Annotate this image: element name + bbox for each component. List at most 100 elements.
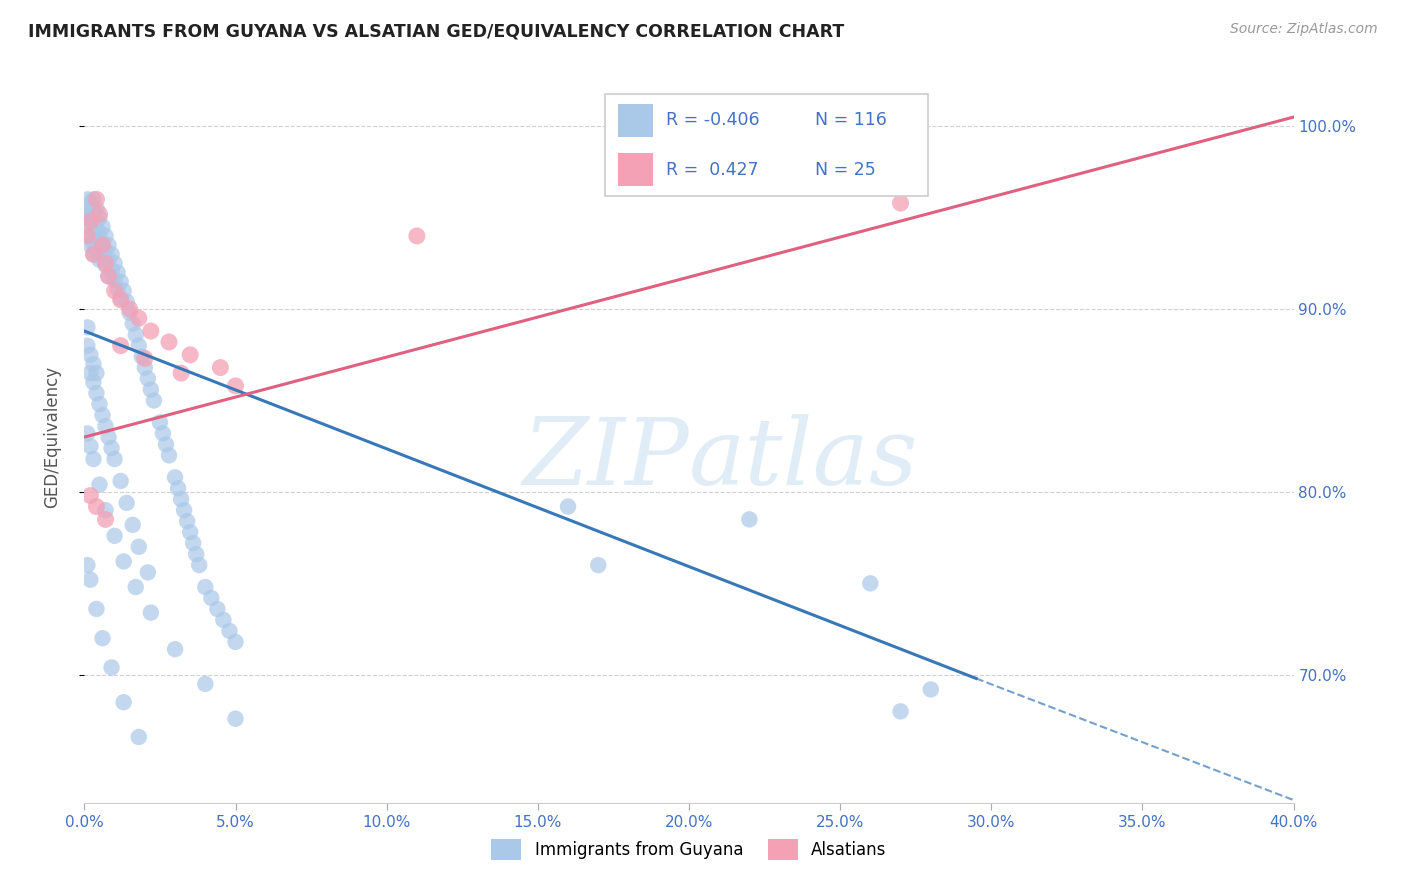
Point — [86, 366, 108, 380]
Point — [212, 613, 235, 627]
Point — [152, 426, 174, 441]
Point — [194, 580, 217, 594]
Point — [86, 386, 108, 401]
Point — [128, 730, 150, 744]
Point — [82, 247, 104, 261]
Point — [115, 294, 138, 309]
Point — [118, 306, 141, 320]
Point — [100, 247, 122, 261]
Point — [76, 228, 98, 243]
Point — [207, 602, 229, 616]
Point — [136, 371, 159, 385]
Point — [97, 269, 120, 284]
Point — [139, 383, 162, 397]
Text: ZIP: ZIP — [522, 414, 689, 504]
Point — [89, 477, 111, 491]
Point — [91, 236, 114, 251]
Point — [121, 517, 143, 532]
Point — [890, 704, 912, 718]
Text: R = -0.406: R = -0.406 — [666, 112, 759, 129]
Point — [86, 202, 108, 216]
Point — [225, 712, 247, 726]
Point — [115, 496, 138, 510]
Text: N = 25: N = 25 — [815, 161, 876, 178]
Point — [155, 437, 177, 451]
Point — [94, 256, 117, 270]
Point — [94, 258, 117, 272]
Point — [89, 238, 111, 252]
Point — [79, 439, 101, 453]
Point — [82, 375, 104, 389]
Point — [121, 317, 143, 331]
Point — [91, 631, 114, 645]
Point — [82, 192, 104, 206]
Point — [738, 512, 761, 526]
Point — [188, 558, 211, 573]
Point — [110, 338, 132, 352]
Point — [89, 252, 111, 267]
Point — [94, 512, 117, 526]
Point — [110, 474, 132, 488]
Point — [134, 360, 156, 375]
Point — [104, 273, 127, 287]
Point — [859, 576, 882, 591]
Point — [225, 379, 247, 393]
Point — [149, 416, 172, 430]
Point — [170, 366, 193, 380]
Point — [79, 228, 101, 243]
Text: Source: ZipAtlas.com: Source: ZipAtlas.com — [1230, 22, 1378, 37]
Point — [86, 602, 108, 616]
Y-axis label: GED/Equivalency: GED/Equivalency — [42, 366, 60, 508]
Point — [91, 219, 114, 234]
Point — [181, 536, 204, 550]
Point — [142, 393, 165, 408]
Point — [165, 470, 187, 484]
Point — [86, 244, 108, 258]
Point — [209, 360, 232, 375]
Point — [128, 311, 150, 326]
Text: atlas: atlas — [689, 414, 918, 504]
Point — [104, 452, 127, 467]
Point — [406, 228, 429, 243]
Point — [110, 291, 132, 305]
Point — [82, 247, 104, 261]
Point — [86, 192, 108, 206]
Point — [76, 338, 98, 352]
Point — [134, 351, 156, 366]
Point — [167, 481, 190, 495]
Point — [97, 269, 120, 284]
Point — [179, 348, 201, 362]
Point — [125, 580, 148, 594]
Point — [136, 566, 159, 580]
Point — [86, 228, 108, 243]
Point — [82, 357, 104, 371]
Point — [112, 554, 135, 568]
Point — [128, 338, 150, 352]
Point — [225, 635, 247, 649]
Point — [79, 219, 101, 234]
Point — [557, 500, 579, 514]
Point — [100, 263, 122, 277]
Point — [157, 334, 180, 349]
Point — [79, 196, 101, 211]
Legend: Immigrants from Guyana, Alsatians: Immigrants from Guyana, Alsatians — [491, 838, 887, 860]
Point — [91, 408, 114, 422]
Point — [100, 441, 122, 455]
Point — [107, 282, 129, 296]
Point — [89, 211, 111, 225]
Point — [79, 489, 101, 503]
Point — [82, 236, 104, 251]
Point — [91, 251, 114, 265]
Point — [107, 265, 129, 279]
Point — [79, 348, 101, 362]
Text: N = 116: N = 116 — [815, 112, 887, 129]
Point — [139, 324, 162, 338]
Point — [76, 426, 98, 441]
Point — [100, 660, 122, 674]
Point — [118, 301, 141, 316]
Point — [82, 214, 104, 228]
FancyBboxPatch shape — [617, 104, 652, 136]
Point — [920, 682, 942, 697]
Point — [131, 350, 153, 364]
Point — [194, 677, 217, 691]
